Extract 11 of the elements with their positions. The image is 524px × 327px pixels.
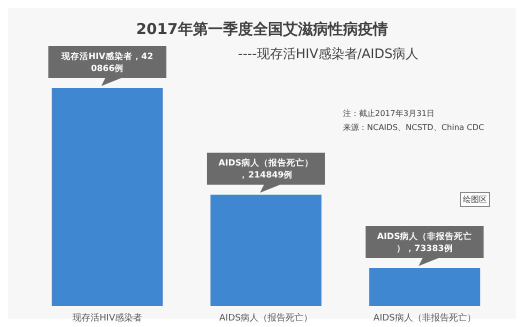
annotation: 来源：NCAIDS、NCSTD、China CDC	[343, 122, 484, 133]
x-tick-label: 现存活HIV感染者	[72, 312, 142, 324]
data-label: AIDS病人（非报告死亡），73383例	[377, 230, 472, 254]
annotation: 绘图区	[460, 192, 490, 207]
data-label: AIDS病人（报告死亡），214849例	[218, 158, 314, 181]
chart-title: 2017年第一季度全国艾滋病性病疫情	[135, 20, 389, 39]
annotation: 注：截止2017年3月31日	[343, 108, 435, 119]
data-label: 现存活HIV感染者，420866例	[60, 51, 154, 74]
x-tick-label: AIDS病人（非报告死亡）	[373, 312, 476, 324]
x-tick-label: AIDS病人（报告死亡）	[219, 312, 313, 324]
chart-subtitle: ----现存活HIV感染者/AIDS病人	[238, 46, 419, 63]
